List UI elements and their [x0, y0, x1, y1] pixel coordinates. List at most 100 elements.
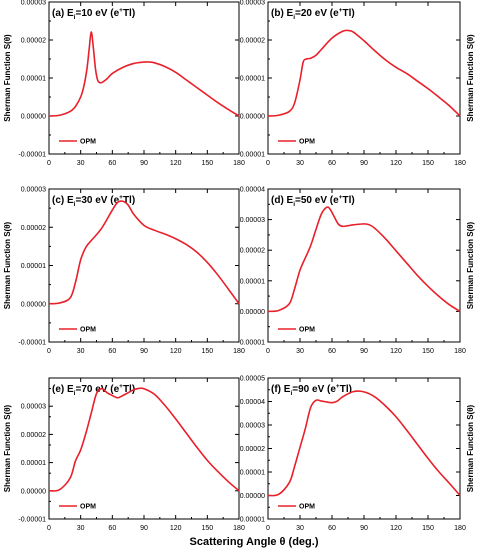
y-tick-label: -0.00001 — [237, 152, 265, 159]
y-tick-label: -0.00001 — [18, 152, 46, 159]
series-line-opm — [267, 390, 461, 497]
panel-title-end: Tl) — [123, 8, 135, 19]
panel-title-mid: =70 eV (e — [75, 384, 119, 395]
y-tick-label: 0.00003 — [240, 423, 265, 430]
plot-frame — [267, 188, 461, 343]
y-tick-label: 0.00000 — [240, 309, 265, 316]
x-tick-label: 90 — [360, 348, 368, 355]
panel-title-sup: + — [119, 7, 123, 14]
y-tick-label: 0.00002 — [240, 446, 265, 453]
y-tick-label: 0.00002 — [240, 38, 265, 45]
y-tick-label: 0.00001 — [21, 263, 46, 270]
figure-x-axis-label: Scattering Angle θ (deg.) — [190, 536, 319, 548]
y-axis-label: Sherman Function S(θ) — [3, 34, 12, 122]
legend-label: OPM — [299, 504, 315, 511]
x-tick-label: 120 — [170, 160, 182, 167]
x-tick-label: 0 — [47, 525, 51, 532]
panel-title-mid: =20 eV (e — [295, 8, 339, 19]
panel-title-prefix: (c) E — [52, 195, 74, 206]
panel-b: 0 30 60 90 120 150 180 -0.00001 0.00000 0.00001 0.… — [237, 0, 475, 167]
y-tick-label: 0.00003 — [21, 404, 46, 411]
legend-label: OPM — [80, 327, 96, 334]
x-tick-label: 150 — [201, 348, 213, 355]
x-tick-label: 180 — [233, 525, 245, 532]
y-tick-label: 0.00004 — [240, 399, 265, 406]
x-tick-label: 150 — [201, 525, 213, 532]
y-axis-label: Sherman Function S(θ) — [3, 404, 12, 492]
y-tick-label: 0.00005 — [240, 376, 265, 383]
panel-title-end: Tl) — [123, 195, 135, 206]
x-tick-label: 150 — [201, 160, 213, 167]
series-line-opm — [48, 200, 240, 305]
panel-title-mid: =90 eV (e — [292, 384, 336, 395]
panel-title-prefix: (a) E — [52, 8, 74, 19]
plot-frame — [48, 377, 240, 520]
y-tick-label: -0.00001 — [237, 517, 265, 524]
y-tick-label: 0.00002 — [21, 225, 46, 232]
panel-title-end: Tl) — [342, 195, 354, 206]
panel-f: 0 30 60 90 120 150 180 -0.00001 0.00000 0.00001 0.… — [237, 376, 475, 533]
panel-title-sub: i — [290, 390, 292, 397]
x-tick-label: 120 — [390, 160, 402, 167]
panel-title-end: Tl) — [340, 384, 352, 395]
y-tick-label: 0.00000 — [240, 114, 265, 121]
x-tick-label: 90 — [140, 160, 148, 167]
x-tick-label: 60 — [108, 525, 116, 532]
x-tick-label: 0 — [266, 348, 270, 355]
x-tick-label: 0 — [47, 160, 51, 167]
panel-title: (c) Ei=30 eV (e+Tl) — [52, 194, 135, 208]
panel-title: (e) Ei=70 eV (e+Tl) — [52, 383, 135, 397]
x-tick-label: 0 — [266, 525, 270, 532]
panel-title-sub: i — [74, 201, 76, 208]
panel-title: (a) Ei=10 eV (e+Tl) — [52, 7, 135, 21]
x-tick-label: 180 — [233, 348, 245, 355]
panels-group: 0 30 60 90 120 150 180-0.000010.000000.000010.… — [3, 0, 475, 532]
panel-title-mid: =50 eV (e — [295, 195, 339, 206]
panel-d: 0 30 60 90 120 150 180 -0.00001 0.00000 0.00001 0.… — [237, 187, 475, 356]
y-tick-label: 0.00002 — [21, 432, 46, 439]
panel-title: (d) Ei=50 eV (e+Tl) — [271, 194, 355, 208]
x-tick-label: 120 — [390, 525, 402, 532]
panel-title-sub: i — [74, 390, 76, 397]
panel-title-mid: =10 eV (e — [75, 8, 119, 19]
y-tick-label: 0.00003 — [240, 217, 265, 224]
y-tick-label: 0.00001 — [240, 470, 265, 477]
x-tick-label: 60 — [328, 348, 336, 355]
x-tick-label: 0 — [47, 348, 51, 355]
panel-a: 0 30 60 90 120 150 180 -0.00001 0.00000 0.00001 0.… — [3, 0, 245, 167]
y-axis-label: Sherman Function S(θ) — [466, 404, 475, 492]
y-tick-label: 0.00003 — [21, 0, 46, 7]
y-tick-label: 0.00003 — [21, 187, 46, 194]
panel-title-sup: + — [119, 194, 123, 201]
series-line-opm — [48, 387, 240, 492]
x-tick-label: 180 — [454, 525, 466, 532]
x-tick-label: 90 — [140, 348, 148, 355]
panel-title-prefix: (b) E — [271, 8, 294, 19]
x-tick-label: 90 — [140, 525, 148, 532]
y-tick-label: 0.00000 — [21, 114, 46, 121]
x-tick-label: 30 — [77, 348, 85, 355]
y-tick-label: 0.00001 — [21, 76, 46, 83]
x-tick-label: 120 — [170, 348, 182, 355]
y-tick-label: -0.00001 — [18, 340, 46, 347]
x-tick-label: 150 — [422, 160, 434, 167]
panel-e: 0 30 60 90 120 150 180 -0.00001 0.00000 0.00001 0.… — [3, 377, 245, 532]
series-line-opm — [267, 29, 461, 117]
y-tick-label: -0.00001 — [18, 517, 46, 524]
y-tick-label: 0.00001 — [21, 460, 46, 467]
plot-frame — [267, 377, 461, 520]
x-tick-label: 0 — [266, 160, 270, 167]
x-tick-label: 30 — [77, 525, 85, 532]
plot-frame — [267, 1, 461, 155]
panel-title-prefix: (d) E — [271, 195, 294, 206]
x-tick-label: 60 — [108, 160, 116, 167]
x-tick-label: 90 — [360, 160, 368, 167]
y-tick-label: 0.00003 — [240, 0, 265, 7]
x-tick-label: 180 — [454, 160, 466, 167]
panel-title-end: Tl) — [342, 8, 354, 19]
panel-title-sup: + — [119, 383, 123, 390]
y-tick-label: 0.00004 — [240, 187, 265, 194]
panel-title-sub: i — [293, 201, 295, 208]
legend-label: OPM — [80, 139, 96, 146]
